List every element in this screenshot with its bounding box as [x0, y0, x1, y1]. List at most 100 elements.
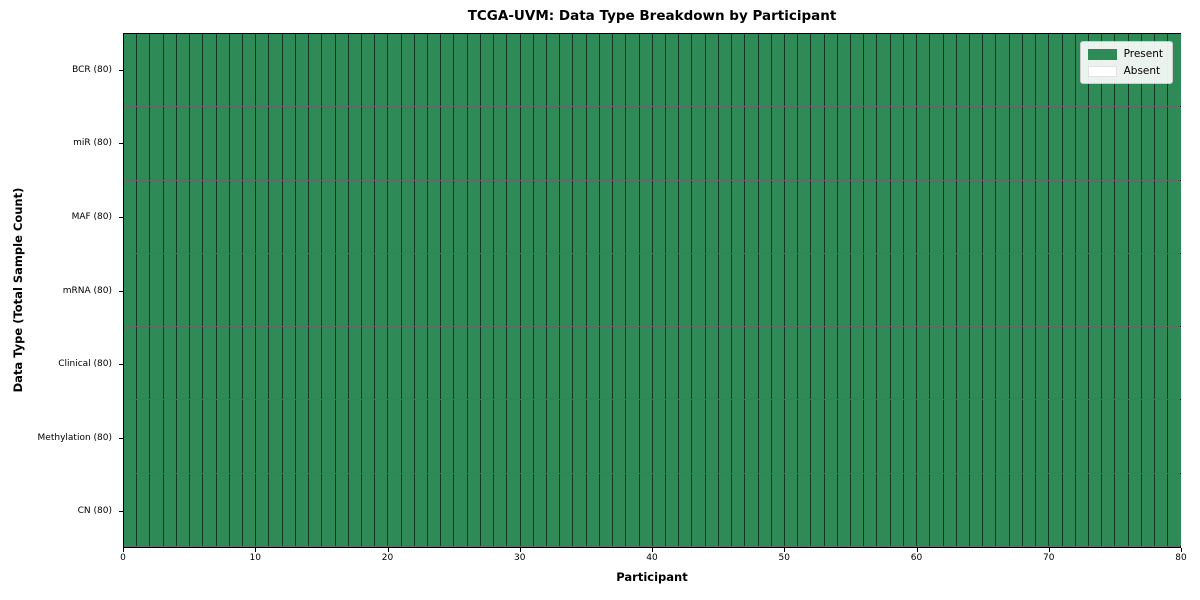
heatmap-cell — [507, 400, 521, 473]
heatmap-cell — [375, 473, 389, 546]
heatmap-cell — [1115, 327, 1129, 400]
heatmap-cell — [864, 400, 878, 473]
x-tick-label: 20 — [381, 553, 394, 563]
heatmap-cell — [322, 253, 336, 327]
heatmap-cell — [930, 107, 944, 180]
heatmap-cell — [547, 327, 561, 400]
heatmap-cell — [190, 253, 204, 327]
heatmap-cell — [586, 107, 600, 180]
y-tick-mark — [119, 511, 123, 513]
heatmap-cell — [547, 34, 561, 107]
heatmap-cell — [599, 107, 614, 180]
heatmap-cell — [864, 34, 878, 107]
heatmap-cell — [837, 253, 852, 327]
heatmap-cell — [758, 180, 772, 253]
heatmap-cell — [890, 327, 904, 400]
heatmap-cell — [520, 34, 534, 107]
heatmap-cell — [983, 107, 997, 180]
heatmap-cell — [692, 327, 706, 400]
heatmap-cell — [229, 253, 243, 327]
heatmap-cell — [124, 473, 138, 546]
heatmap-cell — [242, 107, 257, 180]
legend-entry-present: Present — [1087, 48, 1163, 60]
heatmap-cell — [996, 400, 1010, 473]
heatmap-cell — [560, 180, 574, 253]
heatmap-cell — [996, 473, 1010, 546]
heatmap-cell — [229, 34, 243, 107]
heatmap-cell — [309, 327, 323, 400]
heatmap-cell — [124, 400, 138, 473]
x-tick-label: 0 — [120, 553, 126, 563]
heatmap-cell — [1022, 180, 1037, 253]
heatmap-cell — [864, 180, 878, 253]
heatmap-cell — [692, 253, 706, 327]
heatmap-cell — [348, 34, 362, 107]
heatmap-cell — [1115, 253, 1129, 327]
heatmap-cell — [1141, 400, 1156, 473]
heatmap-cell — [203, 34, 217, 107]
heatmap-cell — [295, 253, 310, 327]
chart-title: TCGA-UVM: Data Type Breakdown by Partici… — [467, 8, 837, 24]
heatmap-cell — [1155, 400, 1169, 473]
x-tick-mark — [652, 548, 653, 552]
heatmap-cell — [811, 107, 825, 180]
heatmap-cell — [176, 473, 191, 546]
heatmap-cell — [560, 400, 574, 473]
heatmap-cell — [1168, 253, 1181, 327]
heatmap-cell — [480, 180, 495, 253]
heatmap-cell — [1036, 107, 1050, 180]
heatmap-cell — [1022, 107, 1037, 180]
heatmap-cell — [745, 107, 759, 180]
heatmap-cell — [216, 400, 230, 473]
heatmap-cell — [692, 473, 706, 546]
heatmap-cell — [441, 400, 455, 473]
heatmap-cell — [335, 180, 349, 253]
heatmap-cell — [124, 327, 138, 400]
heatmap-cell — [137, 400, 151, 473]
heatmap-cell — [1022, 34, 1037, 107]
y-tick-mark — [119, 216, 123, 218]
y-tick-mark — [119, 69, 123, 71]
heatmap-cell — [1088, 107, 1103, 180]
heatmap-cell — [203, 327, 217, 400]
heatmap-cell — [1062, 473, 1076, 546]
heatmap-cell — [428, 473, 442, 546]
heatmap-cell — [1062, 253, 1076, 327]
heatmap-cell — [467, 327, 481, 400]
heatmap-cell — [150, 107, 164, 180]
heatmap-cell — [732, 400, 746, 473]
heatmap-cell — [547, 400, 561, 473]
heatmap-cell — [917, 34, 931, 107]
heatmap-cell — [375, 180, 389, 253]
heatmap-cell — [573, 327, 587, 400]
heatmap-cell — [441, 253, 455, 327]
heatmap-cell — [665, 473, 680, 546]
heatmap-cell — [718, 107, 733, 180]
heatmap-cell — [679, 327, 693, 400]
heatmap-cell — [388, 327, 402, 400]
heatmap-cell — [560, 473, 574, 546]
x-tick-mark — [1181, 548, 1182, 552]
heatmap-cell — [176, 180, 191, 253]
heatmap-cell — [956, 107, 970, 180]
heatmap-cell — [414, 107, 429, 180]
heatmap-cell — [692, 400, 706, 473]
heatmap-cell — [348, 400, 362, 473]
heatmap-cell — [798, 180, 812, 253]
x-tick-mark — [123, 548, 124, 552]
heatmap-cell — [626, 400, 640, 473]
x-tick-label: 40 — [646, 553, 658, 563]
heatmap-cell — [877, 253, 891, 327]
heatmap-cell — [745, 180, 759, 253]
heatmap-cell — [361, 253, 376, 327]
x-tick-label: 10 — [249, 553, 261, 563]
heatmap-cell — [295, 400, 310, 473]
heatmap-cell — [1062, 180, 1076, 253]
heatmap-cell — [970, 327, 984, 400]
heatmap-cell — [1036, 400, 1050, 473]
heatmap-cell — [864, 327, 878, 400]
heatmap-cell — [652, 34, 666, 107]
heatmap-cell — [176, 327, 191, 400]
heatmap-cell — [1075, 180, 1089, 253]
heatmap-cell — [851, 400, 865, 473]
